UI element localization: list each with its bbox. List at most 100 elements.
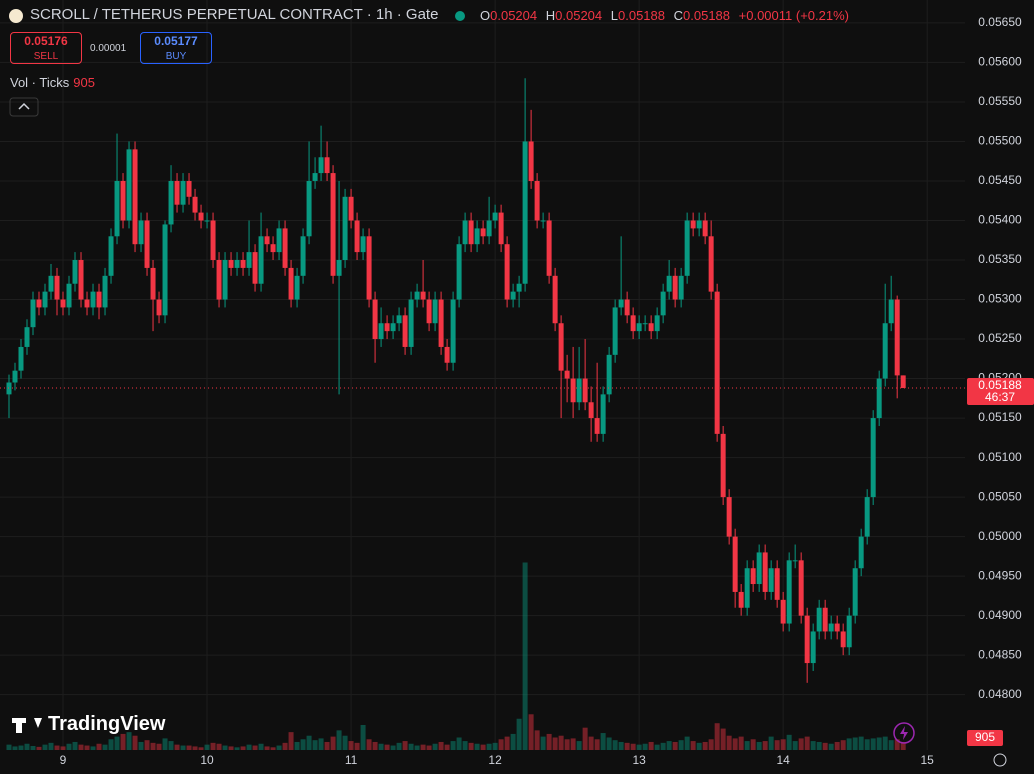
volume-bar — [252, 745, 258, 750]
volume-bar — [36, 746, 42, 750]
candle-body — [366, 236, 372, 300]
candle-body — [288, 267, 294, 300]
candle-body — [84, 299, 90, 308]
candle-body — [306, 180, 312, 237]
candle-body — [234, 260, 240, 268]
candle-body — [750, 568, 756, 585]
candle-body — [384, 323, 390, 332]
volume-bar — [288, 732, 294, 750]
volume-bar — [420, 744, 426, 750]
volume-bar — [438, 741, 444, 750]
volume-bar — [336, 730, 342, 750]
candle-body — [696, 220, 702, 229]
candle-body — [498, 212, 504, 245]
volume-bar — [162, 738, 168, 750]
candle-body — [54, 275, 60, 300]
volume-bar — [318, 738, 324, 750]
candle-body — [822, 607, 828, 632]
candle-body — [642, 323, 648, 325]
volume-bar — [618, 741, 624, 750]
candle-body — [588, 402, 594, 419]
volume-bar — [528, 714, 534, 750]
volume-bar — [354, 742, 360, 750]
candle-body — [462, 220, 468, 245]
candle-body — [846, 615, 852, 648]
candle-body — [768, 568, 774, 592]
volume-bar — [282, 742, 288, 750]
candle-body — [90, 291, 96, 308]
volume-legend: Vol · Ticks 905 — [10, 75, 95, 90]
volume-bar — [180, 745, 186, 750]
ohlc-key: L — [610, 8, 618, 23]
candle-body — [174, 180, 180, 205]
volume-bar — [684, 736, 690, 750]
y-tick-label: 0.04850 — [978, 647, 1022, 661]
volume-bar — [654, 744, 660, 750]
volume-bar — [852, 737, 858, 750]
candle-body — [798, 560, 804, 616]
candle-body — [66, 283, 72, 308]
volume-bar — [138, 741, 144, 750]
volume-bar — [6, 744, 12, 750]
y-tick-label: 0.05100 — [978, 450, 1022, 464]
buy-button[interactable]: 0.05177 BUY — [140, 32, 212, 64]
volume-bar — [882, 736, 888, 750]
candle-body — [510, 291, 516, 300]
candle-body — [276, 228, 282, 253]
ohlc-legend: O0.05204 H0.05204 L0.05188 C0.05188 +0.0… — [480, 8, 854, 23]
y-tick-label: 0.05600 — [978, 55, 1022, 69]
candle-body — [396, 315, 402, 324]
candle-body — [876, 378, 882, 419]
candle-body — [318, 157, 324, 174]
candle-body — [204, 220, 210, 222]
volume-bar — [108, 739, 114, 750]
candle-body — [282, 228, 288, 268]
candle-body — [828, 623, 834, 632]
candle-body — [36, 299, 42, 308]
indicator-name: Vol · Ticks — [10, 75, 70, 90]
volume-bar — [60, 746, 66, 750]
volume-bar — [360, 725, 366, 750]
volume-bar — [480, 744, 486, 750]
y-tick-label: 0.05150 — [978, 410, 1022, 424]
candle-body — [342, 196, 348, 261]
candle-body — [738, 591, 744, 608]
settings-button[interactable] — [993, 753, 1007, 767]
candle-body — [102, 275, 108, 308]
candle-body — [60, 299, 66, 308]
volume-bar — [792, 741, 798, 750]
candle-body — [618, 299, 624, 308]
candle-body — [558, 323, 564, 371]
volume-bar — [468, 742, 474, 750]
candle-body — [858, 536, 864, 569]
candle-body — [390, 323, 396, 332]
candle-body — [528, 141, 534, 181]
candle-body — [144, 220, 150, 268]
volume-bar — [690, 741, 696, 750]
y-tick-label: 0.05500 — [978, 134, 1022, 148]
volume-bar — [582, 727, 588, 750]
candle-body — [786, 560, 792, 624]
candle-body — [678, 275, 684, 300]
volume-bar — [72, 741, 78, 750]
symbol-icon — [9, 9, 23, 23]
y-tick-label: 0.05050 — [978, 489, 1022, 503]
candle-body — [900, 375, 906, 389]
candle-body — [684, 220, 690, 276]
candle-body — [258, 236, 264, 284]
sell-button[interactable]: 0.05176 SELL — [10, 32, 82, 64]
candle-body — [576, 378, 582, 403]
volume-bar — [270, 747, 276, 750]
volume-bar — [762, 741, 768, 750]
volume-bar — [198, 747, 204, 750]
collapse-button[interactable] — [9, 97, 39, 117]
candle-body — [78, 260, 84, 300]
candle-body — [456, 244, 462, 300]
y-tick-label: 0.05000 — [978, 529, 1022, 543]
candle-body — [48, 275, 54, 292]
candle-body — [168, 180, 174, 225]
volume-bar — [150, 742, 156, 750]
volume-bar — [222, 745, 228, 750]
lightning-button[interactable] — [893, 722, 915, 744]
